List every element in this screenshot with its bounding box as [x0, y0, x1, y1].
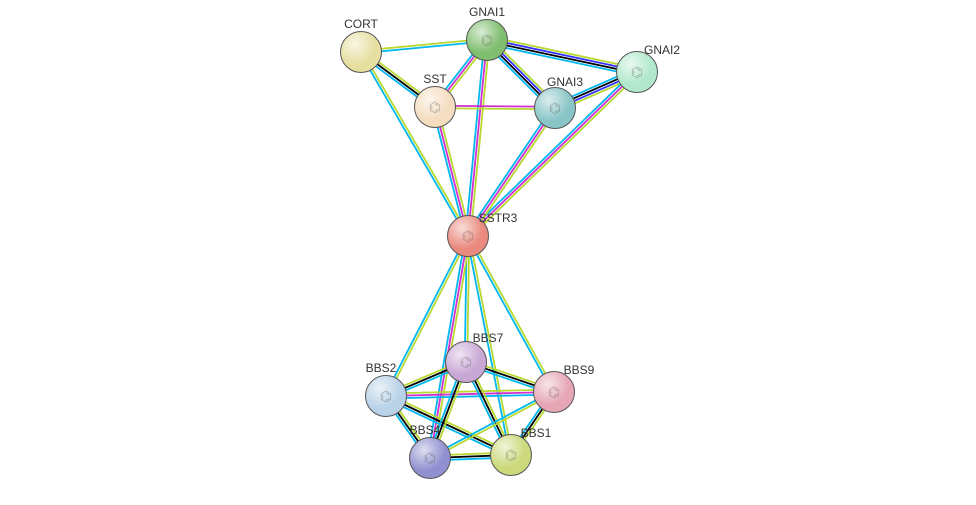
network-svg: [0, 0, 976, 505]
protein-node-gnai1[interactable]: ⌬: [466, 19, 508, 61]
protein-node-bbs7[interactable]: ⌬: [445, 341, 487, 383]
protein-node-bbs1[interactable]: ⌬: [490, 434, 532, 476]
edge-line: [360, 53, 467, 237]
structure-icon: ⌬: [460, 354, 472, 371]
protein-node-cort[interactable]: [340, 31, 382, 73]
edge-line: [470, 109, 557, 237]
protein-node-gnai2[interactable]: ⌬: [616, 51, 658, 93]
structure-icon: ⌬: [424, 450, 436, 467]
protein-node-gnai3[interactable]: ⌬: [534, 87, 576, 129]
structure-icon: ⌬: [481, 32, 493, 49]
edge-line: [487, 39, 637, 71]
protein-node-sst[interactable]: ⌬: [414, 86, 456, 128]
protein-node-bbs9[interactable]: ⌬: [533, 371, 575, 413]
structure-icon: ⌬: [549, 100, 561, 117]
structure-icon: ⌬: [462, 228, 474, 245]
protein-node-bbs4[interactable]: ⌬: [409, 437, 451, 479]
structure-icon: ⌬: [548, 384, 560, 401]
structure-icon: ⌬: [429, 99, 441, 116]
structure-icon: ⌬: [631, 64, 643, 81]
edge-line: [470, 40, 489, 236]
protein-node-bbs2[interactable]: ⌬: [365, 375, 407, 417]
structure-icon: ⌬: [505, 447, 517, 464]
protein-node-sstr3[interactable]: ⌬: [447, 215, 489, 257]
edge-line: [488, 36, 638, 68]
structure-icon: ⌬: [380, 388, 392, 405]
